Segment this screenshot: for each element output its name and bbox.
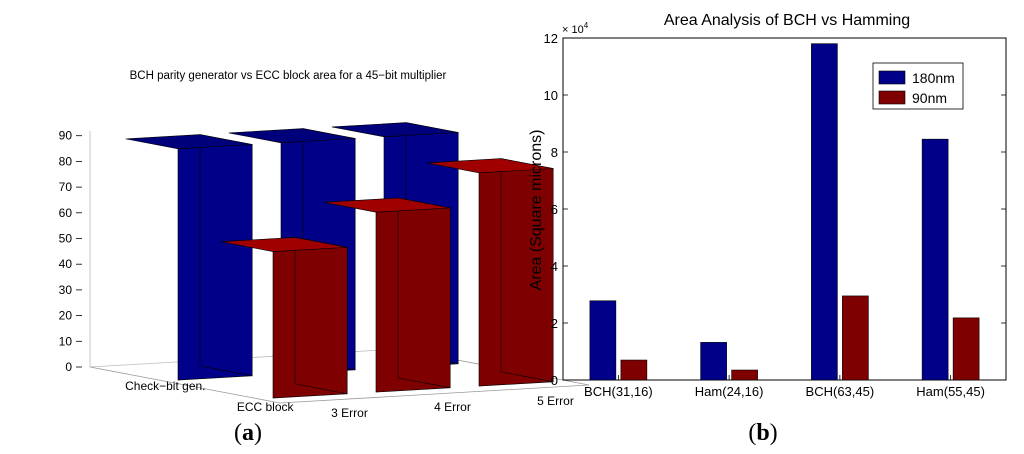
chart-a-ztick-1: 10 [59, 334, 73, 348]
chart-a-bar-ecc-1-side [397, 197, 451, 389]
chart-a-bar-ecc-0-top [220, 237, 348, 252]
chart-a: BCH parity generator vs ECC block area f… [59, 70, 590, 420]
chart-a-ztick-6: 60 [59, 206, 73, 220]
chart-b-ytick-2: 4 [551, 259, 558, 274]
chart-a-ztick-2: 20 [59, 309, 73, 323]
chart-b-bar-180nm-1 [700, 342, 727, 381]
chart-b-ylabel: Area (Square microns) [528, 130, 545, 291]
chart-a-ztick-0: 0 [65, 360, 72, 374]
chart-a-ztick-4: 40 [59, 257, 73, 271]
chart-b-bar-180nm-0 [589, 300, 617, 381]
chart-b-xtick-1: Ham(24,16) [695, 384, 764, 399]
chart-a-ztick-5: 50 [59, 232, 73, 246]
chart-b-bar-180nm-3 [921, 138, 949, 381]
chart-b-legend: 180nm 90nm [872, 62, 964, 110]
chart-b-bar-90nm-2 [842, 295, 869, 381]
chart-b-legend-swatch-1 [878, 90, 906, 105]
chart-b-exponent: × 104 [562, 21, 589, 36]
chart-b-bar-90nm-0 [620, 359, 648, 381]
chart-b-ytick-5: 10 [544, 88, 558, 103]
chart-b-ytick-0: 0 [551, 373, 558, 388]
chart-b-ytick-4: 8 [551, 145, 558, 160]
chart-a-col-label-1: 4 Error [434, 400, 471, 414]
chart-a-ztick-9: 90 [59, 129, 73, 143]
chart-a-ztick-7: 70 [59, 180, 73, 194]
chart-a-bar-checkbit-0-side [199, 134, 253, 377]
panel-label-b: (b) [748, 420, 777, 446]
chart-a-bar-ecc-2-top [426, 158, 554, 174]
chart-a-bar-checkbit-0-top [125, 134, 253, 150]
chart-b-plot: 0 2 4 6 8 10 12 BCH(31,16) Ham(24,16) BCH(63,45) H… [544, 31, 1007, 399]
chart-a-row-label-1: ECC block [237, 400, 295, 414]
chart-a-ztick-3: 30 [59, 283, 73, 297]
chart-a-col-label-0: 3 Error [331, 406, 368, 420]
chart-b-ytick-1: 2 [551, 316, 558, 331]
chart-b-ytick-3: 6 [551, 202, 558, 217]
chart-a-title: BCH parity generator vs ECC block area f… [130, 70, 447, 82]
chart-b-xtick-0: BCH(31,16) [584, 384, 653, 399]
chart-a-ztick-8: 80 [59, 154, 73, 168]
chart-a-row-label-0: Check−bit gen. [125, 379, 205, 393]
chart-b-title: Area Analysis of BCH vs Hamming [664, 12, 910, 29]
chart-a-bar-ecc-1-top [323, 197, 451, 213]
panel-label-a: (a) [234, 420, 262, 446]
chart-b-legend-swatch-0 [878, 70, 906, 85]
chart-b-ytick-6: 12 [544, 31, 558, 46]
chart-b-bar-90nm-3 [952, 317, 980, 381]
chart-a-bar-checkbit-1-top [228, 128, 356, 144]
chart-b-legend-label-0: 180nm [912, 70, 955, 86]
chart-a-floor-edge [89, 366, 590, 404]
chart-b-bar-90nm-1 [731, 369, 758, 381]
chart-a-col-label-2: 5 Error [537, 394, 574, 408]
chart-b-xtick-3: Ham(55,45) [916, 384, 985, 399]
chart-b-exponent-power: 4 [584, 21, 589, 30]
chart-b-bar-180nm-2 [811, 43, 838, 381]
chart-a-bars [125, 122, 554, 399]
chart-b: Area Analysis of BCH vs Hamming Area (Sq… [528, 12, 1007, 399]
chart-b-xtick-2: BCH(63,45) [806, 384, 875, 399]
chart-b-legend-label-1: 90nm [912, 90, 947, 106]
chart-a-bar-ecc-0-side [294, 237, 348, 395]
chart-a-bar-checkbit-2-top [331, 122, 459, 138]
